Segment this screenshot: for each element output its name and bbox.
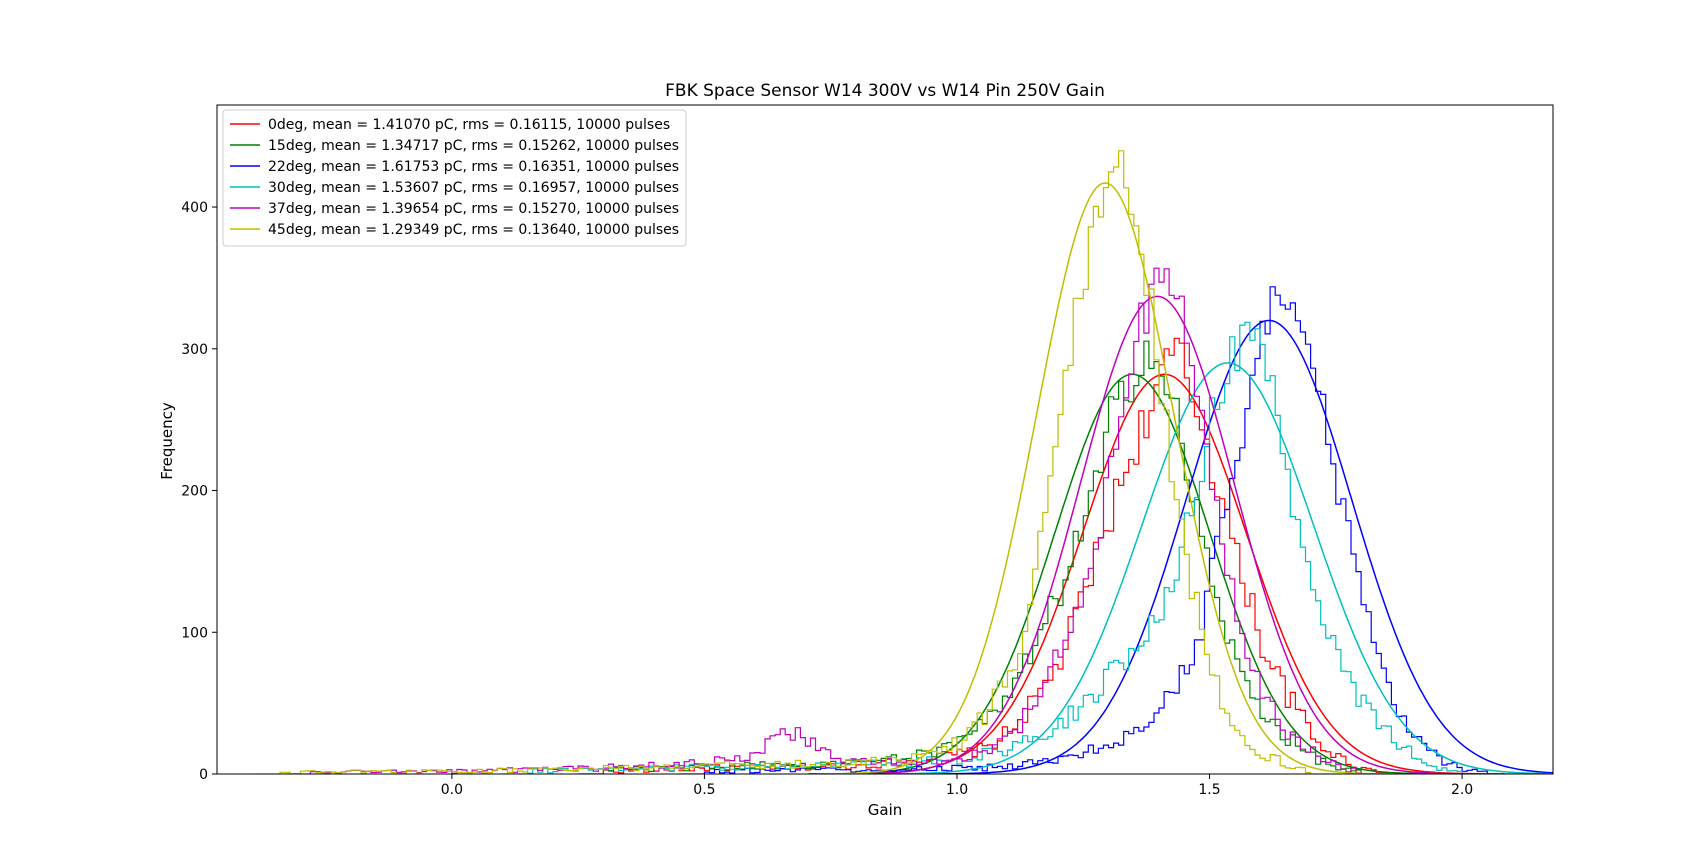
y-tick-label: 300 bbox=[181, 342, 208, 358]
y-axis-label: Frequency bbox=[158, 402, 176, 480]
legend: 0deg, mean = 1.41070 pC, rms = 0.16115, … bbox=[222, 109, 687, 247]
legend-label: 30deg, mean = 1.53607 pC, rms = 0.16957,… bbox=[268, 180, 679, 196]
x-axis-label: Gain bbox=[868, 801, 903, 819]
y-tick-label: 0 bbox=[199, 767, 208, 783]
legend-label: 45deg, mean = 1.29349 pC, rms = 0.13640,… bbox=[268, 222, 679, 238]
legend-label: 37deg, mean = 1.39654 pC, rms = 0.15270,… bbox=[268, 201, 679, 217]
y-tick-label: 400 bbox=[181, 200, 208, 216]
x-tick-label: 0.5 bbox=[693, 782, 715, 798]
x-tick-label: 0.0 bbox=[441, 782, 463, 798]
fit-curve-3 bbox=[868, 362, 1553, 774]
y-tick-label: 100 bbox=[181, 625, 208, 641]
legend-label: 22deg, mean = 1.61753 pC, rms = 0.16351,… bbox=[268, 159, 679, 175]
x-tick-label: 1.0 bbox=[946, 782, 968, 798]
histogram-series-3 bbox=[502, 321, 1493, 774]
histogram-series-2 bbox=[679, 286, 1518, 774]
fit-curve-4 bbox=[833, 295, 1480, 774]
y-tick-label: 200 bbox=[181, 484, 208, 500]
fit-curve-5 bbox=[815, 182, 1395, 774]
x-tick-label: 1.5 bbox=[1198, 782, 1220, 798]
histogram-series-5 bbox=[254, 150, 1341, 774]
plot-area bbox=[254, 150, 1553, 774]
legend-box bbox=[222, 109, 687, 247]
fit-curve-2 bbox=[922, 319, 1553, 774]
legend-label: 15deg, mean = 1.34717 pC, rms = 0.15262,… bbox=[268, 138, 679, 154]
axis-ticks: 0.0 0.5 1.0 1.5 2.0 0 100 200 300 400 bbox=[181, 200, 1473, 798]
legend-label: 0deg, mean = 1.41070 pC, rms = 0.16115, … bbox=[268, 117, 670, 133]
plot-frame bbox=[216, 104, 1554, 775]
chart-title: FBK Space Sensor W14 300V vs W14 Pin 250… bbox=[665, 81, 1105, 101]
x-tick-label: 2.0 bbox=[1451, 782, 1473, 798]
